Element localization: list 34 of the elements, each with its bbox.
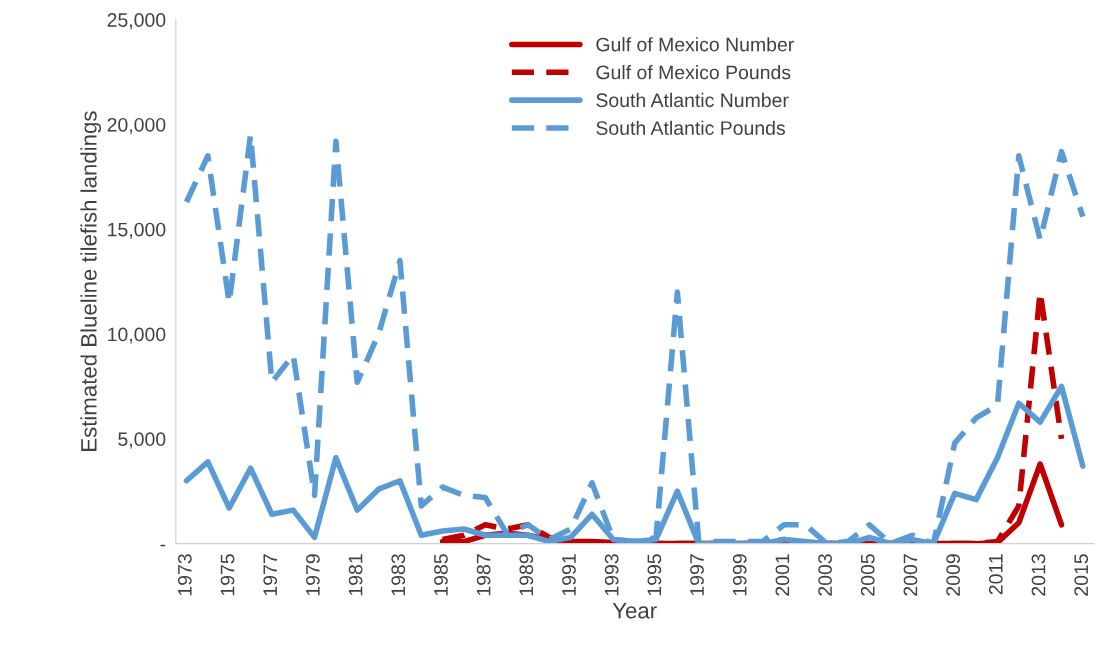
- y-tick-label: 10,000: [108, 327, 166, 344]
- x-tick-label: 2005: [860, 554, 875, 596]
- x-tick-label: 1981: [348, 554, 363, 596]
- x-axis-title: Year: [612, 603, 657, 619]
- x-tick-label: 1989: [519, 554, 534, 596]
- x-tick-label: 1983: [391, 554, 406, 596]
- y-tick-label: 20,000: [107, 117, 166, 134]
- x-tick-label: 1993: [604, 554, 619, 596]
- x-tick-label: 2009: [946, 554, 961, 596]
- x-tick-label: 1995: [647, 554, 662, 596]
- x-tick-label: 2001: [775, 554, 790, 596]
- x-tick-label: 1991: [562, 554, 576, 596]
- legend-label: Gulf of Mexico Number: [596, 37, 794, 52]
- x-tick-label: 1987: [476, 554, 491, 596]
- x-tick-label: 2011: [988, 554, 1003, 595]
- legend-label: South Atlantic Pounds: [596, 120, 785, 135]
- x-tick-label: 1997: [690, 554, 704, 596]
- x-tick-label: 1975: [220, 554, 235, 596]
- x-tick-label: 1985: [434, 554, 448, 596]
- x-tick-label: 1979: [306, 554, 320, 596]
- x-tick-label: 1977: [263, 554, 278, 596]
- x-tick-label: 1999: [732, 554, 747, 596]
- y-tick-label: 25,000: [107, 13, 166, 30]
- legend-label: South Atlantic Number: [596, 92, 789, 108]
- x-tick-label: 1973: [177, 554, 192, 596]
- x-tick-label: 2015: [1074, 554, 1089, 596]
- y-tick-label: -: [160, 544, 166, 547]
- legend-label: Gulf of Mexico Pounds: [596, 65, 791, 80]
- y-tick-label: 15,000: [108, 222, 166, 239]
- y-axis-title: Estimated Blueline tilefish landings: [80, 111, 102, 451]
- x-tick-label: 2013: [1031, 554, 1046, 596]
- x-tick-label: 2007: [903, 554, 918, 596]
- y-tick-label: 5,000: [118, 432, 166, 449]
- x-tick-label: 2003: [818, 554, 832, 596]
